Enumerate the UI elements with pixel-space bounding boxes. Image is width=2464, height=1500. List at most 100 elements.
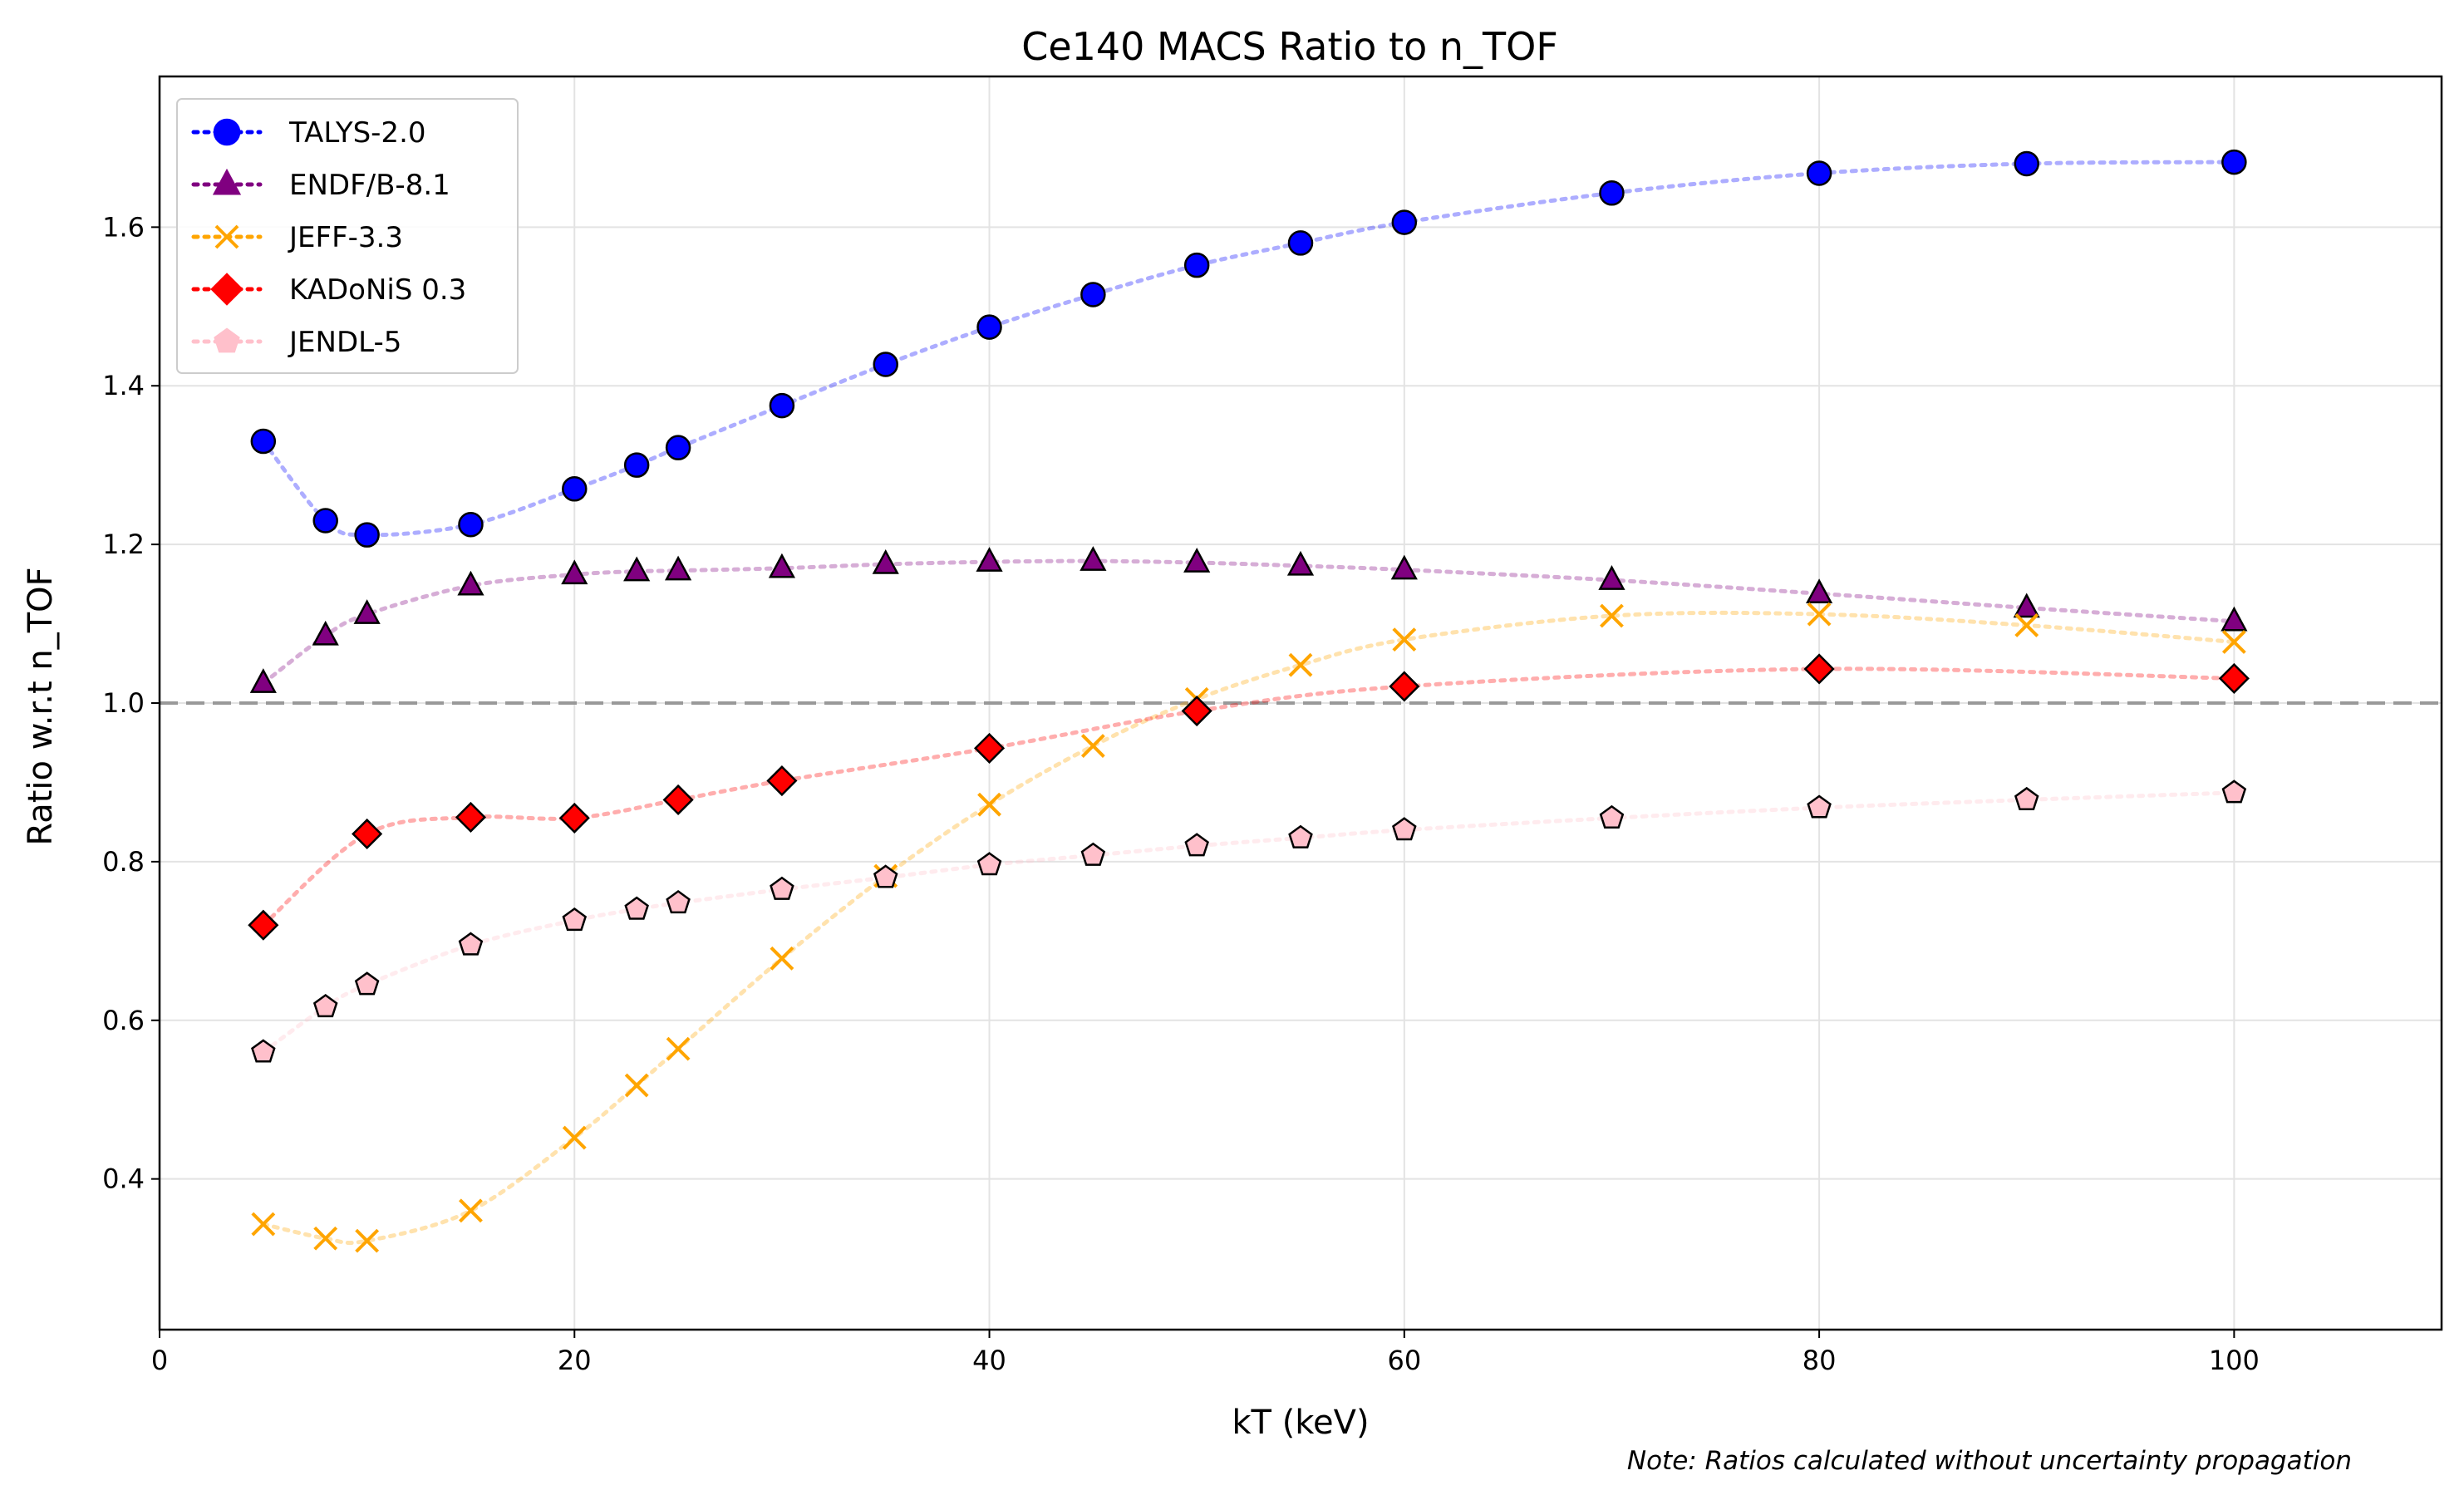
data-point	[769, 392, 795, 419]
note-text: Note: Ratios calculated without uncertai…	[1627, 1446, 2352, 1476]
data-point	[662, 784, 694, 816]
data-point	[977, 792, 1001, 817]
data-point	[313, 1226, 338, 1251]
data-point	[1599, 180, 1625, 206]
series-line-1	[261, 558, 2236, 686]
y-axis-ticks: 0.4 0.6 0.8 1.0 1.2 1.4 1.6	[102, 211, 160, 1195]
data-point	[249, 668, 277, 693]
legend-label: TALYS-2.0	[288, 116, 426, 150]
data-point	[873, 864, 898, 888]
data-point	[1805, 578, 1833, 604]
x-tick-label: 100	[2209, 1345, 2260, 1376]
data-point	[1392, 817, 1417, 841]
x-marker-stroke	[1807, 602, 1832, 627]
data-point	[354, 522, 380, 548]
legend: TALYS-2.0 ENDF/B-8.1 JEFF-3.3 KADoNiS 0.3 JE…	[176, 98, 519, 374]
legend-box	[176, 98, 519, 374]
data-point	[353, 599, 381, 624]
data-point	[1803, 653, 1835, 685]
data-point	[1288, 824, 1313, 848]
legend-label: KADoNiS 0.3	[289, 273, 466, 307]
data-point	[1184, 833, 1209, 857]
data-point	[1600, 603, 1624, 628]
data-point	[561, 559, 588, 585]
data-point	[1807, 602, 1832, 627]
series-line-3	[261, 666, 2236, 927]
series-markers-4	[251, 780, 2247, 1063]
x-marker-stroke	[1288, 652, 1313, 677]
data-point	[2218, 662, 2250, 694]
data-point	[2013, 593, 2040, 618]
data-point	[1598, 565, 1625, 590]
legend-marker	[214, 224, 239, 249]
data-point	[1391, 209, 1418, 235]
data-point	[354, 971, 380, 996]
legend-label: JENDL-5	[288, 326, 401, 359]
y-axis-label: Ratio w.r.t n_TOF	[22, 567, 60, 845]
data-point	[666, 889, 691, 914]
legend-marker	[210, 273, 243, 306]
data-point	[976, 547, 1003, 572]
data-point	[768, 553, 796, 578]
series-line-4	[261, 790, 2236, 1055]
data-point	[664, 555, 692, 581]
data-point	[1080, 842, 1106, 866]
data-point	[1080, 546, 1107, 571]
data-point	[666, 1036, 691, 1061]
data-point	[248, 909, 279, 941]
y-tick-label: 1.2	[102, 529, 145, 560]
x-tick-label: 40	[972, 1345, 1006, 1376]
data-point	[1080, 734, 1105, 758]
data-point	[2221, 780, 2247, 804]
data-point	[562, 907, 588, 932]
series-markers-0	[250, 149, 2247, 548]
data-point	[2014, 150, 2039, 177]
data-point	[562, 476, 588, 502]
data-point	[766, 765, 798, 797]
x-marker-stroke	[2221, 630, 2246, 654]
data-point	[624, 896, 649, 920]
data-point	[459, 1198, 483, 1223]
data-point	[562, 1125, 587, 1150]
series-line-2	[261, 610, 2236, 1246]
x-axis-label: kT (keV)	[1232, 1404, 1369, 1442]
y-tick-label: 1.4	[102, 370, 145, 401]
data-point	[455, 801, 487, 834]
data-point	[623, 556, 651, 582]
data-point	[250, 428, 277, 455]
data-point	[1390, 554, 1418, 580]
x-tick-label: 20	[558, 1345, 592, 1376]
x-tick-label: 0	[151, 1345, 168, 1376]
series-markers	[248, 149, 2250, 1253]
data-point	[1392, 627, 1417, 652]
y-tick-label: 0.6	[102, 1005, 145, 1036]
data-point	[976, 314, 1002, 340]
data-point	[457, 570, 484, 596]
data-point	[873, 352, 898, 377]
x-marker-stroke	[1600, 603, 1624, 628]
legend-marker	[214, 327, 240, 353]
data-point	[1183, 548, 1211, 573]
x-marker-stroke	[1392, 627, 1417, 652]
x-marker-stroke	[355, 1228, 380, 1253]
x-marker-stroke	[459, 1198, 483, 1223]
data-point	[1286, 550, 1315, 576]
data-point	[976, 852, 1002, 876]
x-marker-stroke	[562, 1125, 587, 1150]
x-tick-label: 60	[1387, 1345, 1421, 1376]
x-marker-stroke	[977, 792, 1001, 817]
legend-label: ENDF/B-8.1	[289, 169, 450, 202]
data-point	[312, 620, 339, 646]
series-markers-1	[249, 546, 2248, 693]
data-point	[624, 1073, 649, 1098]
data-point	[770, 946, 794, 971]
x-marker-stroke	[770, 946, 794, 971]
x-axis-ticks: 0 20 40 60 80 100	[151, 1330, 2260, 1376]
data-point	[352, 818, 383, 850]
data-point	[1288, 652, 1313, 677]
legend-marker	[213, 118, 241, 146]
data-point	[872, 548, 899, 574]
data-point	[2221, 149, 2247, 175]
series-line-0	[261, 160, 2236, 538]
